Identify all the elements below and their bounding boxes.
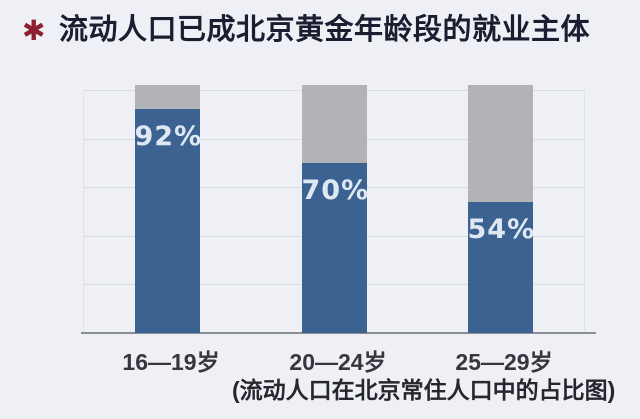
bar-value-label: 92% xyxy=(134,121,203,152)
bar-segment-remainder xyxy=(134,85,200,109)
chart-caption: (流动人口在北京常住人口中的占比图) xyxy=(232,377,616,403)
bar-value-label: 70% xyxy=(301,175,370,206)
x-axis-label-2: 20—24岁 xyxy=(289,349,387,375)
x-axis-label-1: 16—19岁 xyxy=(122,349,220,375)
bar-group-2: 70% xyxy=(301,85,370,333)
x-axis-label-3: 25—29岁 xyxy=(455,349,553,375)
bar-segment-migrant-share xyxy=(134,109,200,333)
chart-title-row: ✱ 流动人口已成北京黄金年龄段的就业主体 xyxy=(0,10,640,54)
bar-segment-migrant-share xyxy=(301,163,367,333)
x-axis-line xyxy=(81,332,596,334)
bar-group-1: 92% xyxy=(134,85,203,333)
bar-value-label: 54% xyxy=(467,214,536,245)
bar-group-3: 54% xyxy=(467,85,536,333)
bar-segment-migrant-share xyxy=(467,202,533,333)
bar-segment-remainder xyxy=(467,85,533,202)
bar-segment-remainder xyxy=(301,85,367,163)
chart-title: 流动人口已成北京黄金年龄段的就业主体 xyxy=(59,14,591,46)
asterisk-marker-icon: ✱ xyxy=(22,15,46,46)
